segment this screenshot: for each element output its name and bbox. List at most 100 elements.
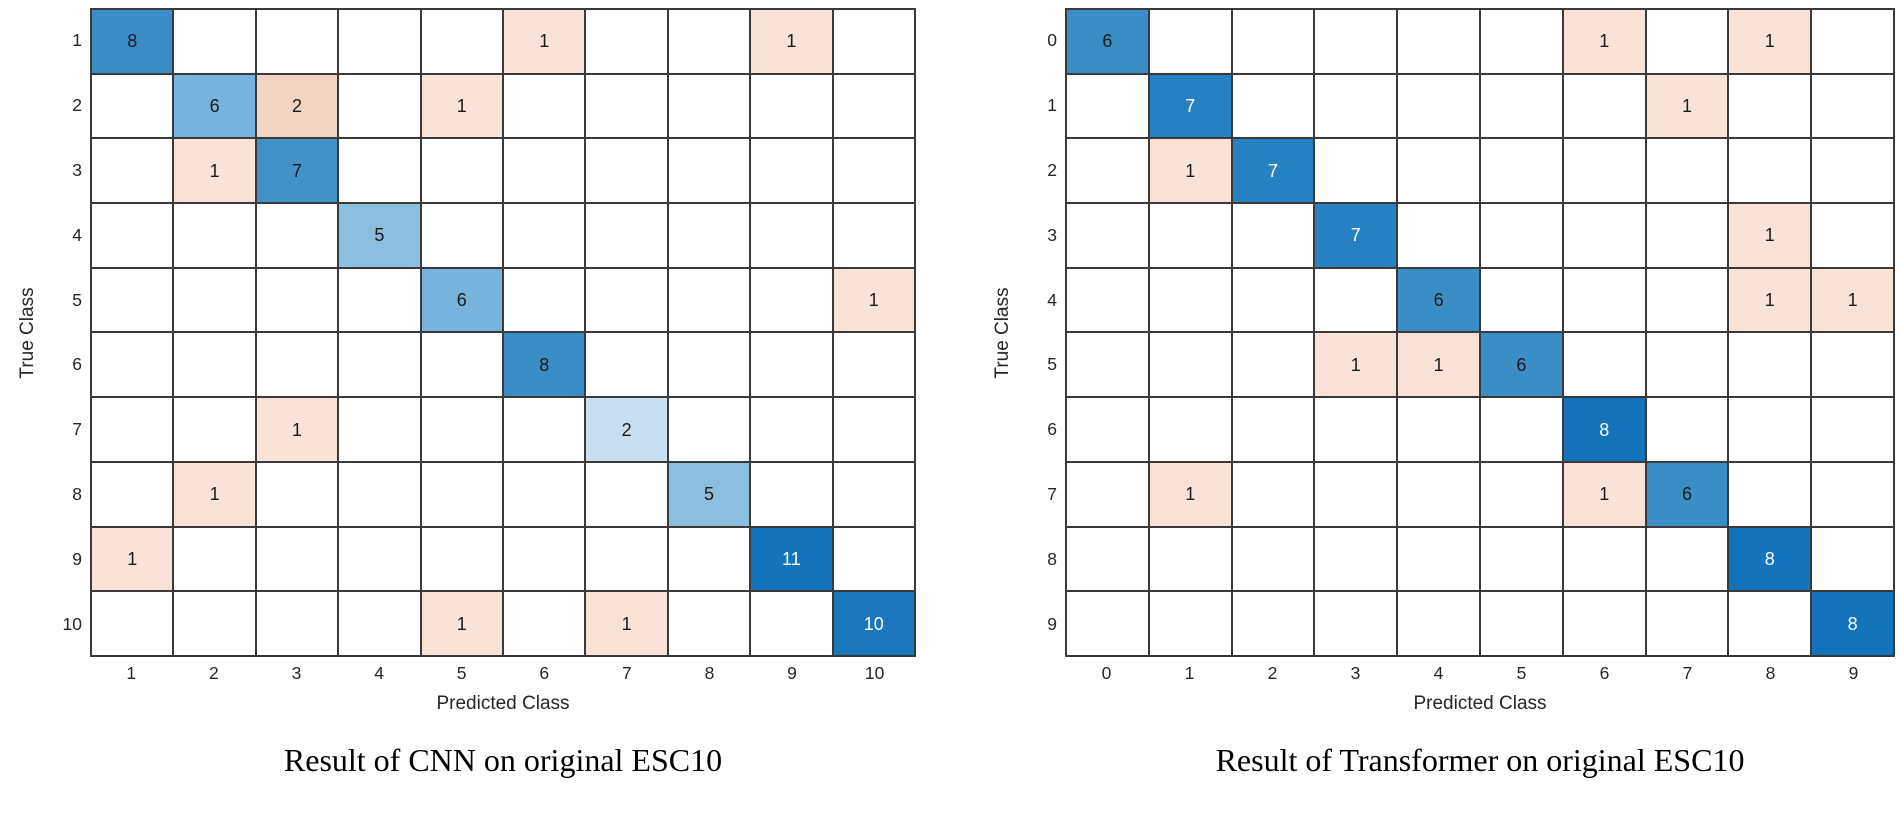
- matrix-cell: [585, 9, 668, 74]
- x-tick-label: 7: [621, 663, 632, 683]
- chart-caption: Result of Transformer on original ESC10: [1215, 742, 1745, 778]
- matrix-cell: 7: [1314, 203, 1398, 268]
- matrix-cell: [1811, 203, 1894, 268]
- matrix-cell: [750, 138, 833, 204]
- y-tick-label: 6: [1047, 419, 1057, 440]
- matrix-cell: [1066, 332, 1149, 398]
- matrix-cell: [255, 203, 339, 268]
- matrix-cell: [1480, 526, 1563, 592]
- matrix-cell: [338, 9, 421, 74]
- matrix-cell: [1148, 203, 1232, 268]
- matrix-cell: [91, 73, 174, 139]
- matrix-cell: [1811, 461, 1894, 527]
- y-tick-label: 10: [62, 614, 82, 635]
- matrix-cell: [1397, 73, 1480, 139]
- matrix-cell: [1231, 332, 1315, 398]
- matrix-cell: [1480, 138, 1563, 204]
- x-axis-title: Predicted Class: [436, 693, 570, 714]
- matrix-cell: [1066, 73, 1149, 139]
- x-tick-label: 4: [1433, 663, 1444, 683]
- matrix-cell: [1231, 9, 1315, 74]
- matrix-cell: [503, 591, 586, 656]
- matrix-cell: [1645, 267, 1729, 333]
- matrix-cell: [91, 138, 174, 204]
- matrix-cell: [750, 73, 833, 139]
- matrix-cell: [1480, 591, 1563, 656]
- matrix-cell: 8: [91, 9, 174, 74]
- matrix-cell: [585, 267, 668, 333]
- x-tick-label: 5: [1516, 663, 1527, 683]
- matrix-cell: [750, 397, 833, 462]
- matrix-cell: [1066, 397, 1149, 462]
- matrix-cell: [503, 267, 586, 333]
- matrix-cell: 1: [173, 138, 256, 204]
- matrix-cell: 8: [1562, 397, 1646, 462]
- matrix-cell: [1314, 591, 1398, 656]
- matrix-cell: 6: [420, 267, 503, 333]
- matrix-cell: [503, 397, 586, 462]
- x-tick-label: 6: [539, 663, 550, 683]
- y-tick-label: 6: [72, 354, 82, 375]
- matrix-cell: 1: [173, 461, 256, 527]
- matrix-cell: [255, 591, 339, 656]
- matrix-cell: [91, 461, 174, 527]
- matrix-cell: [1314, 267, 1398, 333]
- matrix-cell: [750, 267, 833, 333]
- matrix-cell: [667, 267, 751, 333]
- matrix-cell: [1645, 397, 1729, 462]
- matrix-cell: [832, 9, 915, 74]
- matrix-cell: [1397, 397, 1480, 462]
- matrix-cell: 8: [1728, 526, 1812, 592]
- x-tick-label: 4: [374, 663, 384, 683]
- matrix-cell: [1231, 267, 1315, 333]
- matrix-cell: [1066, 138, 1149, 204]
- matrix-cell: [1397, 9, 1480, 74]
- matrix-cell: [750, 591, 833, 656]
- matrix-cell: [1314, 397, 1398, 462]
- matrix-cell: [420, 332, 503, 398]
- matrix-cell: [173, 591, 256, 656]
- matrix-cell: [1645, 138, 1729, 204]
- matrix-cell: [750, 332, 833, 398]
- matrix-cell: 1: [1314, 332, 1398, 398]
- matrix-cell: 7: [255, 138, 339, 204]
- x-tick-label: 8: [704, 663, 715, 683]
- matrix-cell: [338, 138, 421, 204]
- matrix-cell: [667, 332, 751, 398]
- matrix-cell: 8: [503, 332, 586, 398]
- x-tick-label: 7: [1682, 663, 1693, 683]
- x-tick-label: 9: [1848, 663, 1859, 683]
- matrix-cell: [585, 138, 668, 204]
- matrix-cell: 1: [1728, 203, 1812, 268]
- matrix-cell: [420, 138, 503, 204]
- matrix-cell: [255, 526, 339, 592]
- matrix-cell: [1148, 332, 1232, 398]
- matrix-cell: [667, 526, 751, 592]
- matrix-cell: [1314, 9, 1398, 74]
- y-tick-label: 8: [1047, 549, 1057, 570]
- matrix-cell: [1811, 526, 1894, 592]
- y-tick-label: 3: [1047, 224, 1057, 245]
- x-tick-label: 5: [456, 663, 467, 683]
- matrix-cell: 1: [1148, 138, 1232, 204]
- matrix-cell: [585, 73, 668, 139]
- matrix-cell: [255, 267, 339, 333]
- matrix-cell: 1: [1811, 267, 1894, 333]
- matrix-cell: [173, 9, 256, 74]
- matrix-cell: 5: [338, 203, 421, 268]
- y-tick-label: 7: [1047, 484, 1057, 505]
- matrix-cell: [1148, 526, 1232, 592]
- matrix-cell: [832, 203, 915, 268]
- matrix-cell: 1: [255, 397, 339, 462]
- matrix-cell: 1: [1562, 461, 1646, 527]
- matrix-cell: 1: [1148, 461, 1232, 527]
- y-tick-label: 2: [1047, 159, 1057, 180]
- matrix-cell: [1314, 138, 1398, 204]
- matrix-cell: [503, 461, 586, 527]
- y-tick-label: 3: [72, 159, 82, 180]
- x-axis-title: Predicted Class: [1413, 693, 1547, 714]
- matrix-cell: [173, 203, 256, 268]
